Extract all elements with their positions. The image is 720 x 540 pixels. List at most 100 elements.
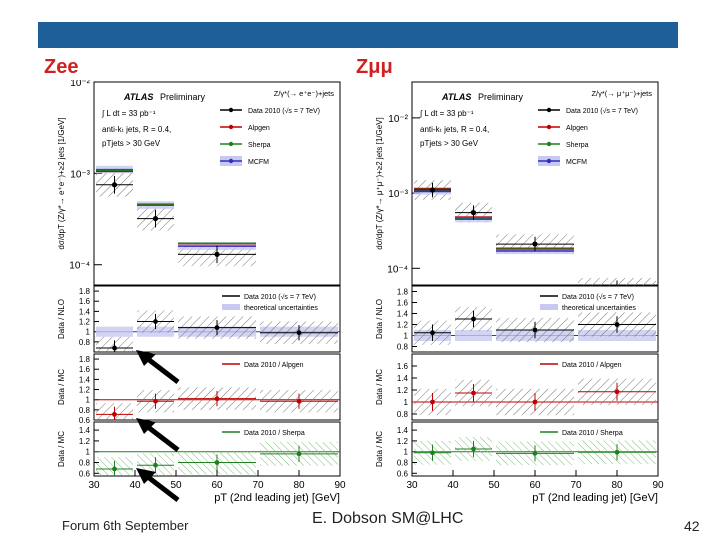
legend-marker: [228, 141, 234, 147]
arrow-icon: [136, 418, 180, 452]
jet-algo-label: anti-kₜ jets, R = 0.4,: [420, 125, 489, 134]
ratio-y-tick-label: 0.8: [397, 459, 409, 468]
legend-label: Sherpa: [566, 142, 589, 149]
ratio-point: [614, 449, 620, 455]
arrow-icon: [136, 350, 180, 384]
left-title: Zee: [44, 56, 79, 78]
ratio-legend-label: Data 2010 (√s = 7 TeV): [562, 293, 634, 301]
data-point: [470, 210, 477, 216]
process-label: Z/γ*(→ e⁺e⁻)+jets: [274, 89, 334, 98]
ratio-legend-label: Data 2010 / Sherpa: [244, 430, 305, 437]
theory-band: [455, 330, 492, 341]
arrow-icon: [136, 468, 180, 502]
ratio-y-tick-label: 0.8: [79, 406, 91, 415]
ratio-point: [430, 450, 435, 456]
ratio-point: [153, 319, 158, 324]
x-tick-label: 40: [447, 480, 459, 491]
ratio-y-tick-label: 0.6: [79, 469, 91, 478]
legend-marker: [546, 158, 552, 164]
x-axis-label: pT (2nd leading jet) [GeV]: [214, 492, 340, 504]
ratio-y-tick-label: 1.4: [79, 307, 91, 316]
legend-label: Data 2010 (√s = 7 TeV): [566, 107, 638, 115]
ratio-point: [532, 327, 538, 333]
ratio-point: [153, 462, 158, 468]
lumi-label: ∫ L dt = 33 pb⁻¹: [419, 109, 474, 118]
ratio-y-tick-label: 1.4: [397, 310, 409, 319]
ratio-y-tick-label: 1.2: [79, 318, 91, 327]
ratio-y-tick-label: 1: [86, 448, 91, 457]
legend-label: Sherpa: [248, 142, 271, 149]
ratio-y-tick-label: 1.4: [397, 374, 409, 383]
right-title: Zμμ: [356, 56, 393, 78]
ratio-y-tick-label: 1.2: [397, 437, 409, 446]
x-tick-label: 30: [88, 480, 100, 491]
process-label: Z/γ*(→ μ⁺μ⁻)+jets: [591, 89, 652, 98]
ratio-point: [214, 325, 220, 331]
ratio-y-tick-label: 1.2: [397, 386, 409, 395]
chart-svg: 10⁻² 10⁻³ 10⁻⁴ dσ/dpT (Z/γ*→ e⁺e⁻)+≥2 jets …: [57, 80, 346, 504]
jet-cut-label: pTjets > 30 GeV: [420, 139, 479, 148]
x-tick-label: 30: [406, 480, 418, 491]
x-tick-label: 70: [570, 480, 582, 491]
ratio-y-tick-label: 1: [404, 332, 409, 341]
ratio-point: [296, 451, 302, 457]
footer-event: Forum 6th September: [62, 518, 189, 533]
ratio-y-tick-label: 1.6: [79, 297, 91, 306]
x-tick-label: 50: [488, 480, 500, 491]
ratio-y-tick-label: 1.2: [397, 321, 409, 330]
y-tick-label: 10⁻⁴: [387, 264, 408, 275]
ratio-y-tick-label: 0.8: [397, 343, 409, 352]
ratio-y-tick-label: 1.2: [79, 437, 91, 446]
x-tick-label: 50: [170, 480, 182, 491]
ratio-point: [532, 450, 538, 456]
data-point: [214, 251, 220, 257]
ratio-y-tick-label: 1.2: [79, 386, 91, 395]
ratio-y-axis-label: Data / MC: [57, 431, 66, 467]
x-tick-label: 80: [611, 480, 623, 491]
legend-marker: [546, 141, 552, 147]
atlas-label: ATLAS: [123, 92, 153, 102]
x-axis-label: pT (2nd leading jet) [GeV]: [532, 492, 658, 504]
ratio-legend-label: theoretical uncertainties: [244, 305, 318, 312]
data-point: [152, 215, 159, 222]
ratio-y-tick-label: 1: [86, 328, 91, 337]
ratio-y-tick-label: 1: [86, 396, 91, 405]
lumi-label: ∫ L dt = 33 pb⁻¹: [101, 109, 156, 118]
legend-label: Alpgen: [248, 125, 270, 132]
y-axis-label: dσ/dpT (Z/γ*→ μ⁺μ⁻)+≥2 jets [1/GeV]: [375, 117, 384, 249]
ratio-y-axis-label: Data / MC: [375, 369, 384, 405]
ratio-y-tick-label: 0.8: [79, 338, 91, 347]
y-tick-label: 10⁻²: [70, 80, 90, 89]
x-tick-label: 90: [334, 480, 346, 491]
ratio-y-tick-label: 1.8: [79, 287, 91, 296]
ratio-point: [112, 466, 117, 472]
legend-label: MCFM: [566, 159, 587, 166]
ratio-point: [471, 316, 476, 322]
x-tick-label: 90: [652, 480, 664, 491]
header-bar: [38, 22, 678, 48]
legend-label: Alpgen: [566, 125, 588, 132]
ratio-y-axis-label: Data / MC: [57, 369, 66, 405]
ratio-y-tick-label: 1.8: [397, 288, 409, 297]
ratio-y-axis-label: Data / NLO: [375, 299, 384, 339]
ratio-legend-label: Data 2010 (√s = 7 TeV): [244, 293, 316, 301]
theory-band: [96, 326, 133, 337]
zmumu-figure: 10⁻² 10⁻³ 10⁻⁴ dσ/dpT (Z/γ*→ μ⁺μ⁻)+≥2 jets …: [356, 80, 666, 505]
atlas-sub-label: Preliminary: [478, 92, 524, 102]
ratio-y-tick-label: 0.8: [79, 459, 91, 468]
data-point: [429, 187, 436, 193]
legend-label: Data 2010 (√s = 7 TeV): [248, 107, 320, 115]
ratio-y-tick-label: 1.6: [79, 365, 91, 374]
ratio-point: [471, 390, 476, 396]
ratio-y-tick-label: 1.4: [79, 375, 91, 384]
jet-cut-label: pTjets > 30 GeV: [102, 139, 161, 148]
ratio-point: [430, 330, 435, 336]
ratio-point: [214, 396, 220, 402]
page-number: 42: [684, 518, 700, 534]
legend-marker: [228, 158, 234, 164]
x-tick-label: 70: [252, 480, 264, 491]
ratio-point: [614, 322, 620, 327]
data-point: [532, 241, 538, 247]
ratio-y-tick-label: 0.6: [397, 469, 409, 478]
ratio-y-tick-label: 1: [404, 398, 409, 407]
